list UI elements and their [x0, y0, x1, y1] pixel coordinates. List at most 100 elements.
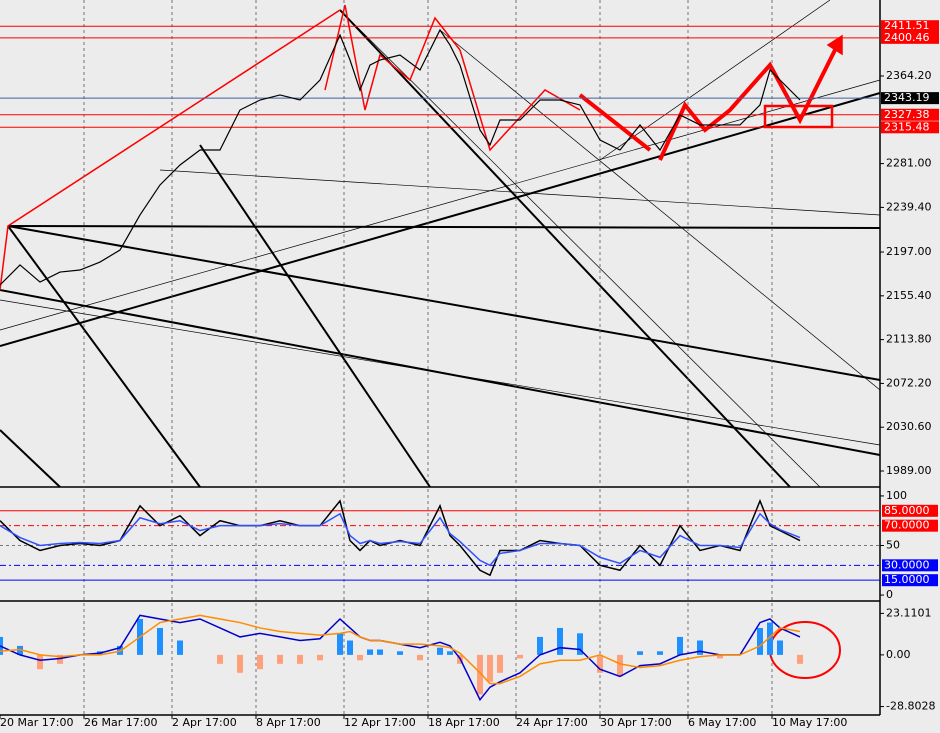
series-line	[0, 512, 801, 567]
histogram-bar	[477, 654, 483, 695]
trendline	[159, 169, 881, 216]
y-tick-label: 1989.00	[886, 464, 932, 477]
level-label-bg	[882, 519, 938, 532]
histogram-bar	[767, 622, 773, 655]
red-arrow	[578, 93, 652, 152]
histogram-bar	[517, 654, 523, 659]
price-label: 2343.19	[884, 91, 930, 104]
histogram-bar	[17, 645, 23, 655]
trendlines	[0, 0, 881, 488]
price-label: 2327.38	[884, 108, 930, 121]
red-channel	[0, 9, 341, 291]
x-tick-label: 18 Apr 17:00	[428, 716, 500, 729]
level-label-bg	[882, 504, 938, 517]
histogram-bar	[437, 647, 443, 655]
series-line	[0, 614, 801, 685]
x-tick-label: 26 Mar 17:00	[84, 716, 157, 729]
histogram-bar	[397, 651, 403, 655]
histogram-bar	[337, 633, 343, 655]
histogram-bar	[797, 654, 803, 664]
price-label-bg	[881, 108, 939, 121]
histogram-bar	[157, 627, 163, 655]
trendline	[0, 79, 881, 331]
histogram-bar	[297, 654, 303, 664]
x-tick-label: 30 Apr 17:00	[600, 716, 672, 729]
histogram-bar	[697, 640, 703, 655]
histogram-bar	[317, 654, 323, 661]
arrow-head	[826, 34, 843, 56]
trendline	[199, 144, 431, 488]
histogram-bar	[637, 651, 643, 655]
y-tick-label: 2239.40	[886, 200, 932, 213]
trendline	[339, 9, 821, 488]
price-label-bg	[881, 31, 939, 44]
price-label-bg	[881, 20, 939, 33]
histogram-bar	[557, 627, 563, 655]
red-zigzag	[324, 4, 461, 111]
y-tick-label: 0	[886, 588, 893, 601]
x-tick-label: 2 Apr 17:00	[172, 716, 237, 729]
y-tick-label: 50	[886, 538, 900, 551]
histogram-bar	[277, 654, 283, 664]
y-tick-label: 100	[886, 489, 907, 502]
histogram-bar	[257, 654, 263, 670]
level-label-bg	[882, 559, 938, 572]
trendline	[0, 299, 881, 446]
y-tick-label: 23.1101	[886, 606, 932, 619]
histogram-bar	[757, 627, 763, 655]
y-tick-label: 2364.20	[886, 69, 932, 82]
annotations	[0, 4, 843, 679]
histogram-bar	[487, 654, 493, 682]
trendline	[339, 9, 791, 488]
y-tick-label: 2281.00	[886, 157, 932, 170]
series-line	[0, 614, 801, 702]
level-label-bg	[882, 574, 938, 587]
trendline	[7, 225, 881, 381]
y-tick-label: 2072.20	[886, 376, 932, 389]
histogram-bar	[357, 654, 363, 661]
y-tick-label: 85.0000	[884, 504, 930, 517]
x-tick-label: 24 Apr 17:00	[516, 716, 588, 729]
y-tick-label: 0.00	[886, 648, 911, 661]
x-tick-label: 10 May 17:00	[772, 716, 847, 729]
histogram-bar	[717, 654, 723, 659]
histogram-bar	[577, 633, 583, 655]
trendline	[7, 225, 201, 488]
histogram-bar	[37, 654, 43, 670]
y-tick-label: -28.8028	[886, 700, 935, 713]
histogram-bar	[177, 640, 183, 655]
histogram-bar	[237, 654, 243, 673]
histogram-bar	[677, 636, 683, 655]
x-tick-label: 20 Mar 17:00	[0, 716, 73, 729]
y-tick-label: 2030.60	[886, 420, 932, 433]
price-label: 2411.51	[884, 19, 930, 32]
y-tick-label: 30.0000	[884, 558, 930, 571]
histogram-bar	[497, 654, 503, 673]
histogram-bar	[347, 640, 353, 655]
x-tick-label: 6 May 17:00	[688, 716, 756, 729]
histogram-bar	[367, 649, 373, 655]
x-tick-label: 12 Apr 17:00	[344, 716, 416, 729]
histogram-bar	[657, 651, 663, 655]
pane-borders	[0, 0, 881, 716]
y-tick-label: 2113.80	[886, 333, 932, 346]
series-line	[0, 28, 801, 286]
histogram-bar	[377, 649, 383, 655]
trendline	[439, 29, 881, 391]
price-label: 2400.46	[884, 31, 930, 44]
price-label: 2315.48	[884, 120, 930, 133]
y-tick-label: 70.0000	[884, 519, 930, 532]
y-tick-label: 15.0000	[884, 573, 930, 586]
price-label-bg	[881, 92, 939, 105]
trendline	[0, 429, 61, 488]
x-tick-label: 8 Apr 17:00	[256, 716, 321, 729]
y-tick-label: 2155.40	[886, 289, 932, 302]
y-tick-label: 2197.00	[886, 245, 932, 258]
red-arrow	[658, 39, 842, 161]
histogram-bar	[597, 654, 603, 673]
histogram-bar	[777, 640, 783, 655]
histogram-bar	[617, 654, 623, 677]
histogram-bar	[417, 654, 423, 661]
